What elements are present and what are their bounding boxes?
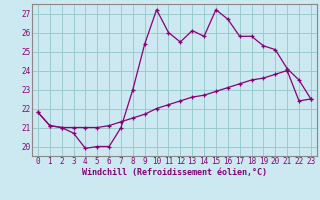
X-axis label: Windchill (Refroidissement éolien,°C): Windchill (Refroidissement éolien,°C) xyxy=(82,168,267,177)
